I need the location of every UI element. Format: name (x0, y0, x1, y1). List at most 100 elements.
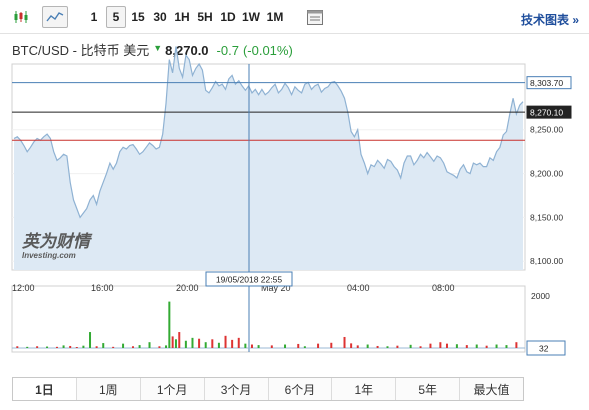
current-price-label: 8,270.10 (530, 108, 563, 118)
area-chart-button[interactable] (42, 6, 68, 28)
volume-bar (297, 343, 300, 348)
range-tab-5y[interactable]: 5年 (396, 378, 461, 400)
volume-plot-frame (11, 285, 526, 353)
range-tab-6m[interactable]: 6个月 (269, 378, 333, 400)
x-tick-label: May 20 (261, 283, 291, 293)
volume-bar (475, 344, 478, 348)
volume-bar (69, 345, 72, 348)
volume-bar (224, 335, 227, 348)
technical-chart-link[interactable]: 技术图表 » (520, 13, 579, 27)
volume-bar (184, 340, 187, 348)
range-tab-3m[interactable]: 3个月 (205, 378, 269, 400)
volume-bar (455, 344, 458, 348)
volume-bar (131, 346, 134, 348)
volume-axis-label: 2000 (531, 291, 550, 301)
timeframe-1d[interactable]: 1D (220, 10, 236, 24)
table-icon (307, 9, 323, 25)
candlestick-chart-button[interactable] (10, 6, 32, 28)
volume-bar (168, 301, 171, 348)
range-tab-1y[interactable]: 1年 (332, 378, 397, 400)
x-tick-label: 08:00 (432, 283, 455, 293)
price-change: -0.7 (216, 43, 239, 58)
volume-bar (178, 332, 181, 348)
volume-bar (250, 344, 253, 348)
volume-bar (303, 346, 306, 348)
volume-bar (89, 332, 92, 348)
range-tab-1d[interactable]: 1日 (13, 378, 77, 400)
volume-bar (317, 343, 320, 348)
volume-bar (26, 346, 29, 348)
price-chart[interactable]: 8,303.70 8,270.10 8,250.00 8,200.00 8,150.00… (0, 0, 589, 375)
volume-bar (270, 345, 273, 348)
timeframe-1m[interactable]: 1M (266, 10, 284, 24)
y-tick-label: 8,250.00 (530, 125, 563, 135)
timeframe-5h[interactable]: 5H (197, 10, 213, 24)
table-view-button[interactable] (304, 6, 326, 28)
x-tick-label: 04:00 (347, 283, 370, 293)
x-tick-label: 20:00 (176, 283, 199, 293)
timeframe-15[interactable]: 15 (131, 10, 145, 24)
volume-bar (429, 343, 432, 348)
volume-bar (515, 342, 518, 348)
volume-bar (244, 343, 247, 348)
volume-bar (356, 345, 359, 348)
volume-bar (495, 344, 498, 348)
volume-bar (376, 345, 379, 348)
timeframe-1w[interactable]: 1W (242, 10, 260, 24)
candlestick-icon (14, 11, 28, 23)
high-price-label: 8,303.70 (530, 78, 563, 88)
volume-bar (158, 346, 161, 348)
timeframe-1h[interactable]: 1H (174, 10, 190, 24)
chart-toolbar: 1 5 15 30 1H 5H 1D 1W 1M 技术图表 » (0, 0, 589, 34)
volume-bar (191, 337, 194, 348)
quote-header: BTC/USD - 比特币 美元 ▼ 8,270.0 -0.7 (-0.01%) (12, 40, 293, 58)
volume-bar (46, 346, 49, 348)
volume-bar (62, 345, 65, 348)
volume-bar (396, 345, 399, 348)
volume-bar (231, 339, 234, 348)
timeframe-30[interactable]: 30 (153, 10, 167, 24)
price-line (13, 46, 524, 219)
range-tab-1w[interactable]: 1周 (77, 378, 141, 400)
instrument-name: BTC/USD - 比特币 美元 (12, 43, 150, 58)
y-tick-label: 8,100.00 (530, 256, 563, 266)
volume-bar (237, 337, 240, 348)
range-tabs: 1日 1周 1个月 3个月 6个月 1年 5年 最大值 (12, 377, 524, 401)
volume-bar (439, 342, 442, 348)
volume-bar (386, 346, 389, 348)
volume-bar (343, 336, 346, 348)
area-chart-icon (46, 12, 64, 22)
volume-bar (330, 342, 333, 348)
range-tab-1m[interactable]: 1个月 (141, 378, 205, 400)
x-tick-label: 12:00 (12, 283, 35, 293)
range-tab-max[interactable]: 最大值 (473, 382, 510, 397)
volume-bar (165, 345, 168, 348)
volume-bar (16, 346, 19, 348)
volume-bar (36, 346, 39, 348)
volume-bar (505, 345, 508, 348)
volume-bar (138, 345, 141, 348)
volume-bar (204, 342, 207, 348)
volume-bar (409, 344, 412, 348)
volume-bar (217, 342, 220, 348)
price-area (14, 46, 523, 270)
volume-bar (174, 339, 177, 348)
volume-bar (445, 343, 448, 348)
volume-last-box (526, 340, 566, 356)
volume-bar (148, 342, 151, 348)
volume-bar (485, 345, 488, 348)
volume-bar (55, 346, 58, 348)
high-price-label-box (526, 76, 572, 90)
volume-bar (75, 347, 78, 348)
timeframe-1[interactable]: 1 (90, 10, 98, 24)
logo-en-text: Investing.com (22, 251, 76, 260)
triangle-down-icon: ▼ (153, 43, 163, 53)
logo-cn-text: 英为财情 (22, 232, 90, 252)
volume-bar (284, 344, 287, 348)
price-change-percent: (-0.01%) (242, 43, 293, 58)
volume-bar (211, 339, 214, 348)
volume-bar (350, 343, 353, 348)
x-tick-label: 16:00 (91, 283, 114, 293)
timeframe-5[interactable]: 5 (106, 6, 126, 28)
volume-bar (171, 336, 174, 348)
